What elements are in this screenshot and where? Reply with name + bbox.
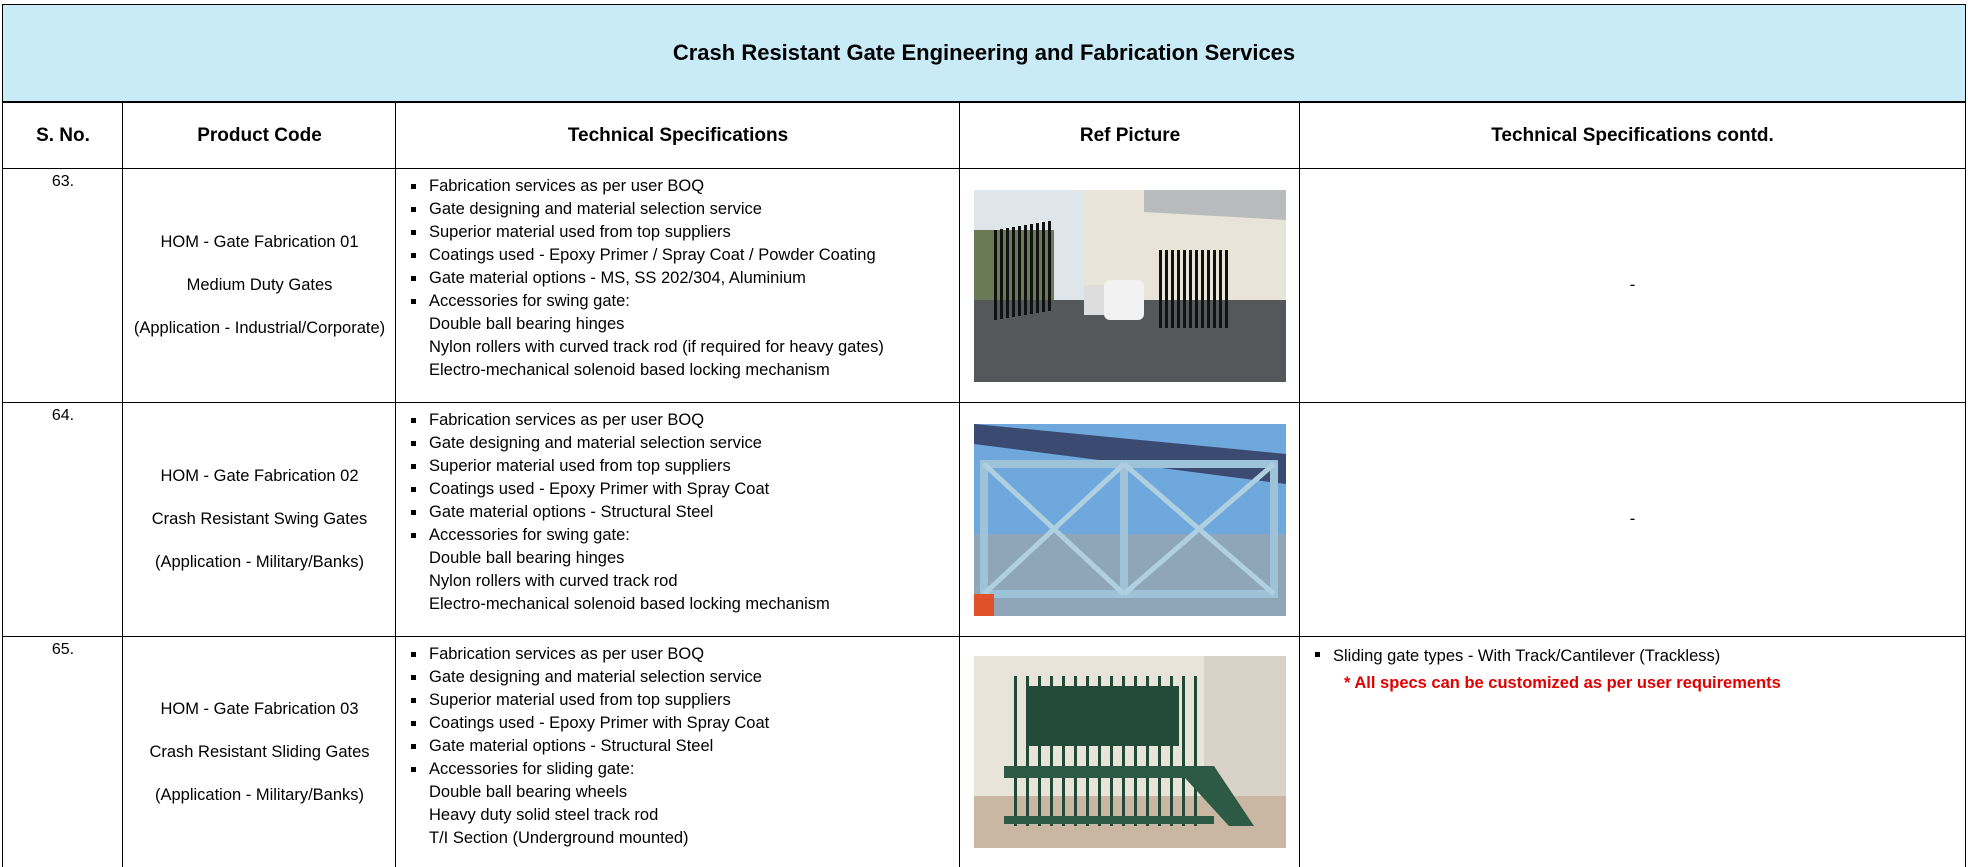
spec-item: Superior material used from top supplier… (408, 221, 960, 244)
product-code: HOM - Gate Fabrication 03 (160, 699, 359, 718)
serial-number: 64. (2, 402, 123, 636)
spec-sub-item: Double ball bearing wheels (429, 783, 628, 801)
specs-contd-text: - (1629, 276, 1636, 294)
product-code-cell: HOM - Gate Fabrication 02 Crash Resistant… (122, 402, 396, 636)
spec-item: Gate material options - Structural Steel (408, 735, 960, 758)
spec-sub-item: Double ball bearing hinges (429, 315, 625, 333)
ref-picture-cell (959, 168, 1300, 402)
specs-cell: Fabrication services as per user BOQ Gate… (395, 168, 960, 402)
column-header: Product Code (122, 102, 396, 168)
ref-picture-cell (959, 636, 1300, 867)
serial-number: 63. (2, 168, 123, 402)
column-header: S. No. (2, 102, 123, 168)
spec-item: Fabrication services as per user BOQ (408, 643, 960, 666)
spec-item: Coatings used - Epoxy Primer with Spray … (408, 478, 960, 501)
product-code-cell: HOM - Gate Fabrication 03 Crash Resistant… (122, 636, 396, 867)
column-header: Technical Specifications (395, 102, 960, 168)
column-header: Technical Specifications contd. (1299, 102, 1966, 168)
application: (Application - Military/Banks) (154, 785, 365, 804)
product-code-cell: HOM - Gate Fabrication 01 Medium Duty Gat… (122, 168, 396, 402)
specs-contd-item: Sliding gate types - With Track/Cantilev… (1312, 643, 1965, 670)
spec-item: Accessories for swing gate: (408, 290, 960, 313)
spec-sub-item: Double ball bearing hinges (429, 549, 625, 567)
spec-sub-item: Nylon rollers with curved track rod (if … (429, 338, 884, 356)
spec-item: Gate designing and material selection se… (408, 432, 960, 455)
spec-item: Gate material options - MS, SS 202/304, … (408, 267, 960, 290)
product-type: Crash Resistant Sliding Gates (149, 742, 370, 761)
spec-item: Superior material used from top supplier… (408, 689, 960, 712)
ref-picture-cell (959, 402, 1300, 636)
spec-sub-item: T/I Section (Underground mounted) (429, 829, 689, 847)
title: Crash Resistant Gate Engineering and Fab… (2, 4, 1966, 102)
specs-note: * All specs can be customized as per use… (1344, 674, 1781, 692)
spec-sub-item: Nylon rollers with curved track rod (429, 572, 678, 590)
ref-picture (974, 656, 1286, 848)
spec-item: Accessories for swing gate: (408, 524, 960, 547)
specs-contd-text: - (1629, 510, 1636, 528)
product-code: HOM - Gate Fabrication 02 (160, 467, 359, 485)
product-code: HOM - Gate Fabrication 01 (160, 233, 359, 251)
spec-sub-item: Heavy duty solid steel track rod (429, 806, 659, 824)
spec-item: Fabrication services as per user BOQ (408, 175, 960, 198)
ref-picture (974, 423, 1286, 616)
spec-item: Gate designing and material selection se… (408, 198, 960, 221)
spec-item: Accessories for sliding gate: (408, 758, 960, 781)
product-type: Crash Resistant Swing Gates (151, 510, 368, 528)
product-type: Medium Duty Gates (186, 276, 333, 294)
spec-item: Gate material options - Structural Steel (408, 501, 960, 524)
specs-cell: Fabrication services as per user BOQ Gate… (395, 402, 960, 636)
specs-contd-cell: - (1299, 402, 1966, 636)
specs-contd-cell: Sliding gate types - With Track/Cantilev… (1299, 636, 1966, 867)
spec-item: Gate designing and material selection se… (408, 666, 960, 689)
specs-contd-cell: - (1299, 168, 1966, 402)
specs-cell: Fabrication services as per user BOQ Gate… (395, 636, 960, 867)
application: (Application - Industrial/Corporate) (133, 319, 386, 337)
spec-sub-item: Electro-mechanical solenoid based lockin… (429, 361, 830, 379)
application: (Application - Military/Banks) (154, 553, 365, 571)
column-header: Ref Picture (959, 102, 1300, 168)
spec-item: Superior material used from top supplier… (408, 455, 960, 478)
spec-sub-item: Electro-mechanical solenoid based lockin… (429, 595, 830, 613)
ref-picture (974, 189, 1286, 382)
serial-number: 65. (2, 636, 123, 867)
spec-item: Fabrication services as per user BOQ (408, 409, 960, 432)
spec-item: Coatings used - Epoxy Primer / Spray Coa… (408, 244, 960, 267)
spec-item: Coatings used - Epoxy Primer with Spray … (408, 712, 960, 735)
